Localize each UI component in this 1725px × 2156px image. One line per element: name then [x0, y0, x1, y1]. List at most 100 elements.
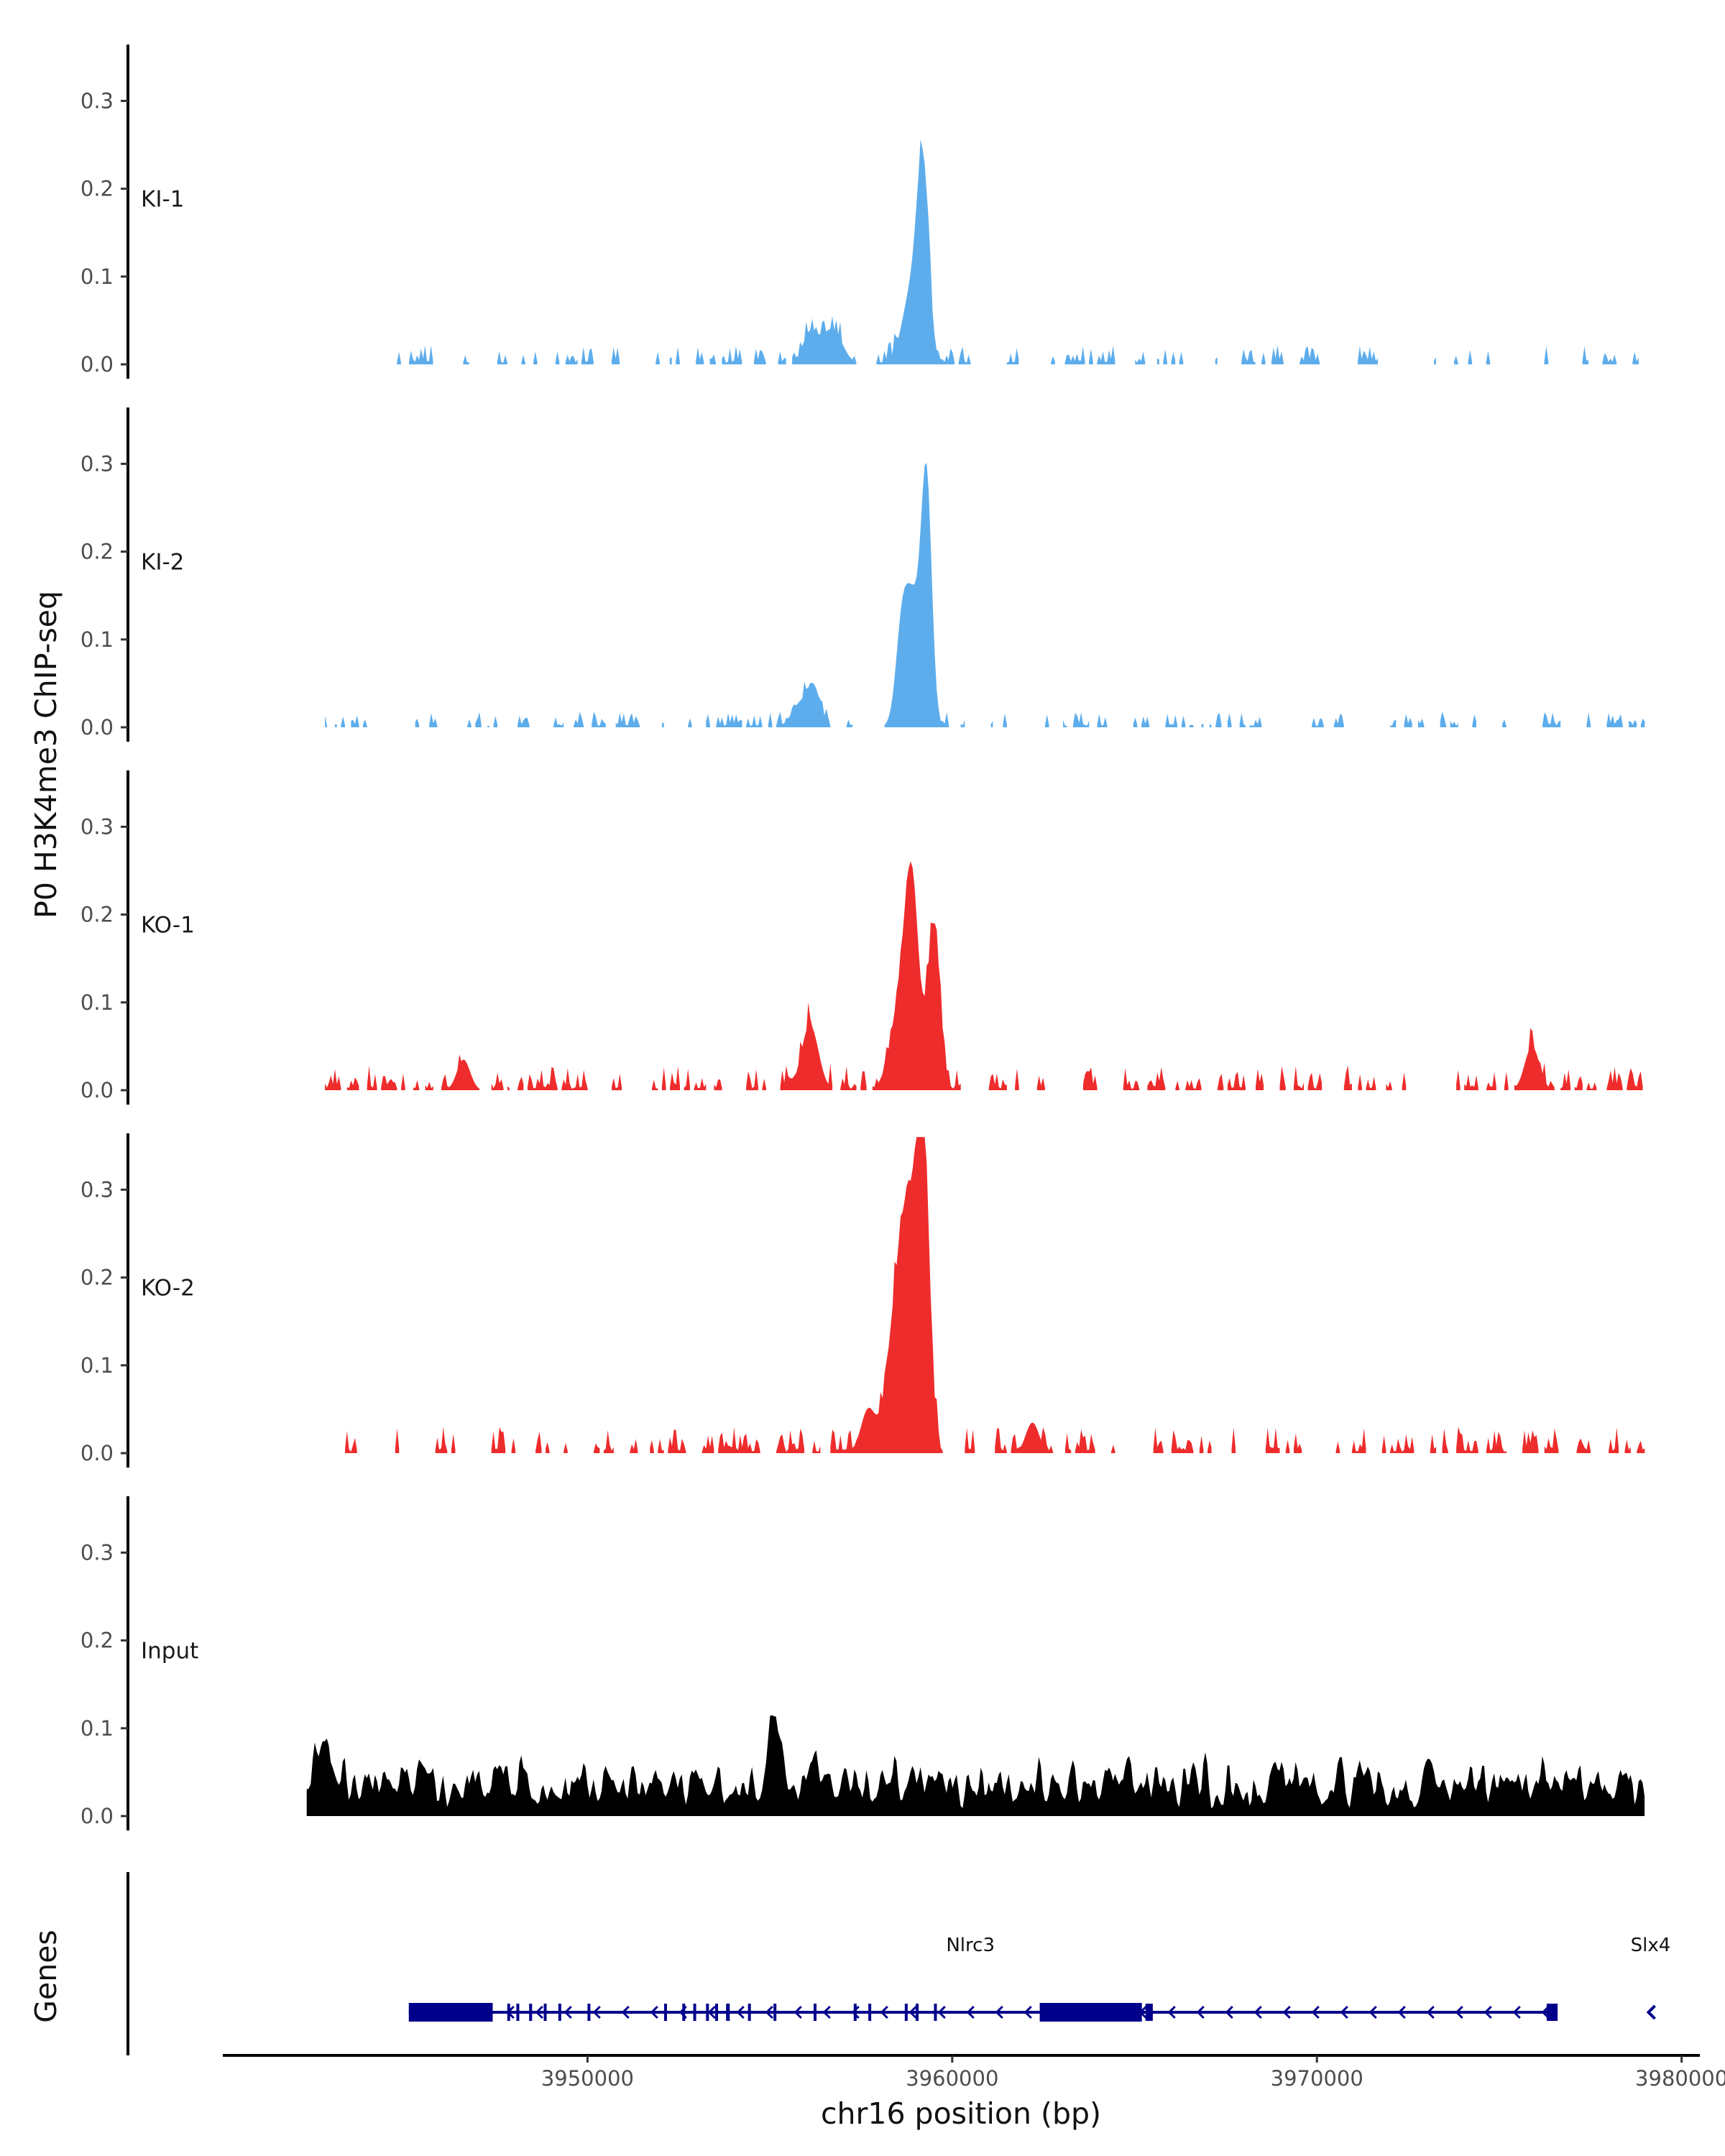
coverage-segment	[1175, 1081, 1179, 1090]
coverage-segment	[840, 1067, 857, 1090]
coverage-segment	[345, 1430, 357, 1453]
coverage-segment	[435, 1427, 448, 1453]
y-tick-label: 0.2	[80, 177, 114, 201]
gene-slx4: Slx4	[1631, 1935, 1670, 2020]
y-tick-label: 0.2	[80, 903, 114, 927]
coverage-segment	[401, 1074, 405, 1090]
coverage-segment	[527, 1067, 558, 1090]
coverage-segment	[780, 1002, 833, 1090]
coverage-segment	[381, 1076, 397, 1090]
coverage-segment	[1239, 712, 1246, 727]
track-label: KI-1	[141, 187, 184, 213]
coverage-segment	[676, 347, 680, 364]
coverage-segment	[1366, 1077, 1376, 1090]
strand-arrow	[880, 2005, 888, 2019]
gene-exon	[773, 2004, 777, 2021]
coverage-segment	[1227, 1072, 1246, 1090]
coverage-segment	[535, 1432, 542, 1453]
strand-arrow	[1254, 2005, 1262, 2019]
gene-exon	[904, 2004, 908, 2021]
coverage-segment	[1574, 1076, 1583, 1090]
y-axis-title: P0 H3K4me3 ChIP-seq	[29, 591, 63, 918]
coverage-segment	[965, 1427, 975, 1453]
coverage-segment	[1456, 1070, 1460, 1090]
x-tick-label: 3970000	[1271, 2066, 1363, 2091]
coverage-segment	[1261, 352, 1266, 364]
gene-exon	[748, 2004, 751, 2021]
coverage-segment	[1456, 1427, 1478, 1453]
coverage-segment	[716, 713, 742, 727]
coverage-segment	[1402, 1072, 1407, 1090]
coverage-segment	[696, 347, 704, 364]
coverage-segment	[1576, 1438, 1591, 1453]
coverage-segment	[669, 357, 672, 364]
gene-exon	[706, 2004, 709, 2021]
coverage-segment	[1294, 1066, 1304, 1090]
coverage-segment	[1343, 1065, 1352, 1090]
coverage-area-ko-1	[325, 861, 1643, 1090]
strand-arrow	[1167, 2005, 1176, 2019]
gene-exon	[587, 2004, 591, 2021]
gene-exon	[934, 2004, 937, 2021]
coverage-segment	[1218, 1074, 1224, 1090]
track-panel-ki-1: 0.0 0.1 0.2 0.3 KI-1	[80, 45, 1639, 379]
x-axis-title: chr16 position (bp)	[821, 2096, 1101, 2131]
coverage-segment	[706, 714, 710, 727]
coverage-segment	[1522, 1430, 1539, 1453]
coverage-segment	[1486, 1430, 1506, 1453]
track-panel-ko-1: 0.0 0.1 0.2 0.3 KO-1	[80, 770, 1643, 1105]
gene-nlrc3: Nlrc3	[408, 1935, 1558, 2022]
coverage-segment	[778, 351, 786, 364]
coverage-segment	[491, 1072, 504, 1090]
coverage-segment	[1307, 1072, 1322, 1090]
coverage-segment	[615, 712, 640, 727]
strand-arrow	[1484, 2005, 1492, 2019]
coverage-segment	[1586, 1082, 1597, 1090]
coverage-segment	[1606, 1067, 1623, 1090]
coverage-segment	[507, 1086, 510, 1090]
coverage-segment	[1390, 719, 1397, 727]
coverage-segment	[776, 681, 831, 727]
coverage-segment	[884, 463, 949, 727]
gene-exon	[408, 2003, 493, 2022]
track-label: Input	[141, 1639, 198, 1664]
x-tick-label: 3980000	[1635, 2066, 1725, 2091]
coverage-segment	[1199, 1436, 1204, 1453]
coverage-segment	[1632, 351, 1639, 364]
coverage-segment	[491, 1427, 506, 1453]
coverage-segment	[518, 1077, 524, 1090]
coverage-segment	[722, 346, 742, 364]
coverage-segment	[702, 1435, 714, 1453]
y-tick-label: 0.0	[80, 1078, 114, 1102]
coverage-segment	[754, 349, 766, 364]
coverage-segment	[1036, 1075, 1045, 1090]
track-panel-ki-2: 0.0 0.1 0.2 0.3 KI-2	[80, 407, 1645, 742]
coverage-segment	[1627, 1068, 1643, 1090]
coverage-segment	[1003, 713, 1007, 727]
coverage-segment	[467, 719, 472, 727]
coverage-segment	[1285, 1439, 1290, 1453]
coverage-area-ki-1	[397, 139, 1639, 364]
coverage-segment	[1135, 351, 1146, 364]
coverage-segment	[1181, 715, 1186, 727]
y-tick-label: 0.3	[80, 1540, 114, 1565]
coverage-segment	[1045, 714, 1049, 727]
y-tick-label: 0.0	[80, 1804, 114, 1828]
coverage-segment	[1179, 351, 1184, 364]
coverage-segment	[564, 1442, 568, 1453]
strand-arrow	[1646, 2004, 1656, 2020]
gene-exon	[1145, 2004, 1153, 2021]
coverage-segment	[1015, 1068, 1019, 1090]
coverage-segment	[1249, 717, 1262, 727]
gene-exon	[507, 2004, 510, 2021]
coverage-segment	[533, 351, 538, 364]
coverage-segment	[395, 1428, 400, 1453]
strand-arrow	[736, 2005, 745, 2019]
coverage-segment	[1624, 1439, 1631, 1453]
coverage-segment	[1147, 1067, 1166, 1090]
coverage-segment	[497, 351, 507, 364]
coverage-segment	[1504, 1072, 1509, 1090]
coverage-segment	[709, 354, 716, 364]
y-tick-label: 0.3	[80, 814, 114, 839]
coverage-segment	[441, 1054, 479, 1090]
